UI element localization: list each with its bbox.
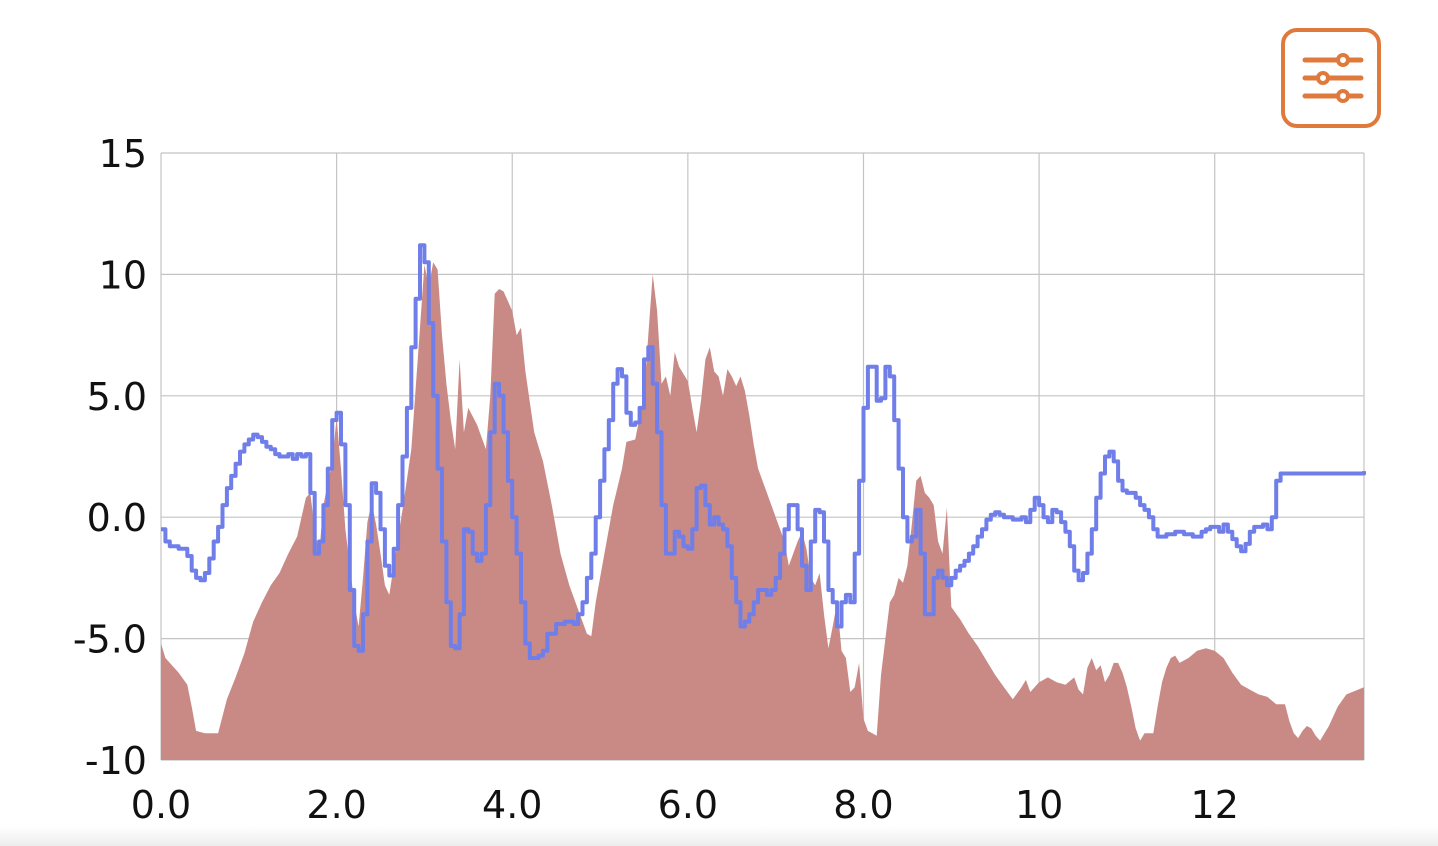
- y-tick-label: 0.0: [87, 496, 147, 540]
- settings-button[interactable]: [1281, 28, 1381, 128]
- y-tick-label: 15: [99, 132, 147, 176]
- x-tick-label: 10: [1015, 783, 1063, 827]
- bottom-bar: [0, 826, 1438, 846]
- x-tick-label: 2.0: [306, 783, 366, 827]
- y-tick-label: 10: [99, 253, 147, 297]
- y-axis-ticks: 15 10 5.0 0.0 -5.0 -10: [73, 132, 147, 783]
- area-series: [161, 262, 1364, 760]
- y-tick-label: -5.0: [73, 618, 147, 662]
- y-tick-label: 5.0: [87, 375, 147, 419]
- line-series: [161, 243, 1366, 660]
- x-tick-label: 0.0: [131, 783, 191, 827]
- area-series-layer: [161, 262, 1364, 760]
- sliders-icon: [1302, 53, 1364, 103]
- x-tick-label: 12: [1191, 783, 1239, 827]
- x-tick-label: 6.0: [658, 783, 718, 827]
- y-tick-label: -10: [85, 739, 147, 783]
- line-series-layer: [161, 243, 1366, 660]
- x-tick-label: 8.0: [833, 783, 893, 827]
- x-axis-ticks: 0.0 2.0 4.0 6.0 8.0 10 12: [131, 783, 1239, 827]
- x-tick-label: 4.0: [482, 783, 542, 827]
